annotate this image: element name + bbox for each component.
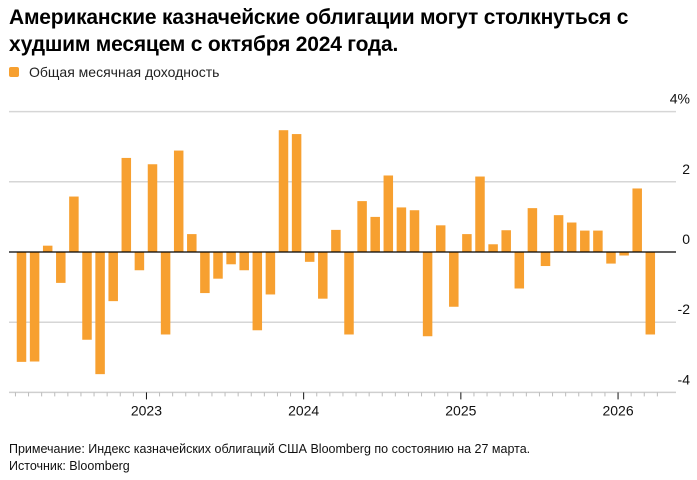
y-tick-label: 4% [670, 91, 690, 107]
bar [553, 215, 564, 252]
y-tick-label: 0 [682, 231, 690, 247]
bar [187, 234, 197, 252]
bar [213, 252, 223, 279]
x-tick-label: 2024 [288, 402, 319, 418]
bar [304, 252, 315, 262]
bar [462, 234, 472, 252]
bar [632, 188, 642, 252]
bar [449, 252, 459, 307]
bar [239, 252, 249, 271]
bar [108, 252, 118, 302]
bar [173, 150, 184, 252]
bar [29, 252, 40, 362]
x-tick-label: 2023 [131, 402, 162, 418]
bar [409, 210, 420, 252]
bar [540, 252, 551, 267]
bar [566, 222, 577, 252]
bar [488, 244, 498, 252]
bar [291, 134, 302, 252]
bar [278, 130, 289, 252]
bar [514, 252, 525, 289]
bar [475, 176, 485, 252]
y-tick-label: -4 [678, 371, 691, 387]
bar [606, 252, 616, 264]
bar [593, 230, 603, 252]
bar [619, 252, 629, 256]
y-tick-label: -2 [678, 301, 691, 317]
footnote: Примечание: Индекс казначейских облигаци… [9, 441, 530, 475]
note-text: Примечание: Индекс казначейских облигаци… [9, 442, 531, 456]
legend-label: Общая месячная доходность [29, 64, 220, 80]
x-tick-label: 2025 [445, 402, 476, 418]
bar [383, 175, 394, 252]
bar [134, 252, 145, 271]
bar [422, 252, 433, 337]
bar [252, 252, 263, 331]
bar [396, 207, 407, 252]
chart-title: Американские казначейские облигации могу… [9, 6, 629, 56]
x-tick-label: 2026 [602, 402, 633, 418]
bar [331, 229, 341, 252]
legend: Общая месячная доходность [9, 64, 219, 80]
bar [16, 252, 27, 362]
bar [527, 208, 538, 252]
bar-chart: 4% 2 0 -2 -4 2023 2024 2025 2026 [9, 91, 690, 418]
bar [147, 164, 158, 252]
y-tick-label: 2 [682, 161, 690, 177]
bar [580, 230, 590, 252]
x-axis: 2023 2024 2025 2026 [14, 392, 658, 418]
bar [370, 216, 380, 252]
bar [318, 252, 328, 299]
bar [435, 225, 446, 252]
bars [16, 130, 656, 375]
bar [344, 252, 354, 335]
bar [357, 201, 367, 252]
bar [82, 252, 92, 340]
bar [69, 196, 79, 252]
legend-swatch-icon [9, 67, 19, 77]
bar [56, 252, 66, 283]
bar [501, 230, 511, 252]
bar [265, 252, 276, 295]
bar [200, 252, 210, 294]
y-axis-labels: 4% 2 0 -2 -4 [670, 91, 690, 388]
bar [226, 252, 236, 265]
bar [121, 157, 132, 252]
bar [645, 252, 656, 335]
bar [42, 245, 53, 252]
source-text: Источник: Bloomberg [9, 459, 130, 473]
bar [95, 252, 105, 375]
bar [160, 252, 171, 335]
